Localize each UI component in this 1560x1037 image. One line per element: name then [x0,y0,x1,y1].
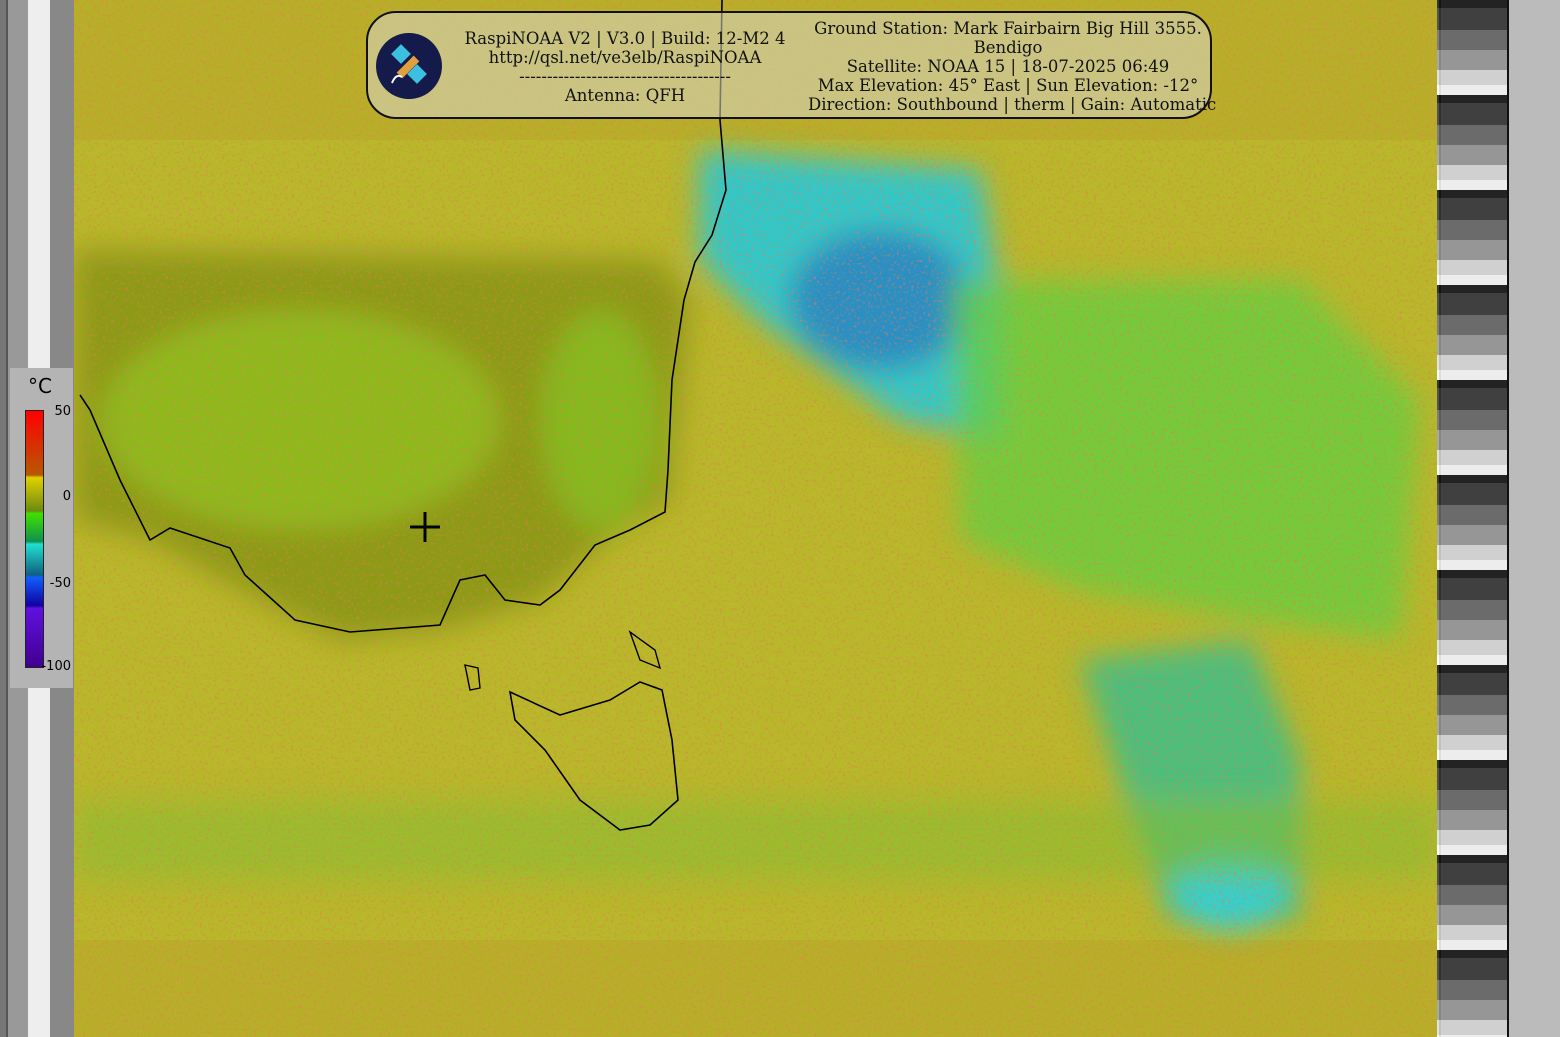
calibration-wedges [1437,0,1507,1037]
app-url: http://qsl.net/ve3elb/RaspiNOAA [488,48,762,67]
satellite-icon [376,33,442,99]
legend-tick: 0 [62,489,71,504]
ground-station: Ground Station: Mark Fairbairn Big Hill … [814,19,1202,38]
coastline [79,0,727,633]
legend-tick: -50 [49,576,71,591]
antenna: Antenna: QFH [564,86,686,105]
legend-color-scale [25,410,44,668]
legend-tick: 50 [54,404,71,419]
ground-station-city: Bendigo [973,38,1043,57]
separator: -------------------------------------- [519,67,731,86]
satellite-pass: Satellite: NOAA 15 | 18-07-2025 06:49 [846,57,1170,76]
app-version: RaspiNOAA V2 | V3.0 | Build: 12-M2 4 [464,29,786,48]
temperature-legend: °C 50 0 -50 -100 [10,368,73,688]
elevation: Max Elevation: 45° East | Sun Elevation:… [817,76,1199,95]
ground-station-marker [410,512,440,542]
legend-unit: °C [28,374,52,398]
tasmania-coastline [508,681,679,831]
thermal-satellite-image [74,0,1437,1037]
legend-tick: -100 [41,659,71,674]
direction: Direction: Southbound | therm | Gain: Au… [808,95,1217,114]
pass-info-overlay: RaspiNOAA V2 | V3.0 | Build: 12-M2 4 htt… [366,11,1217,119]
